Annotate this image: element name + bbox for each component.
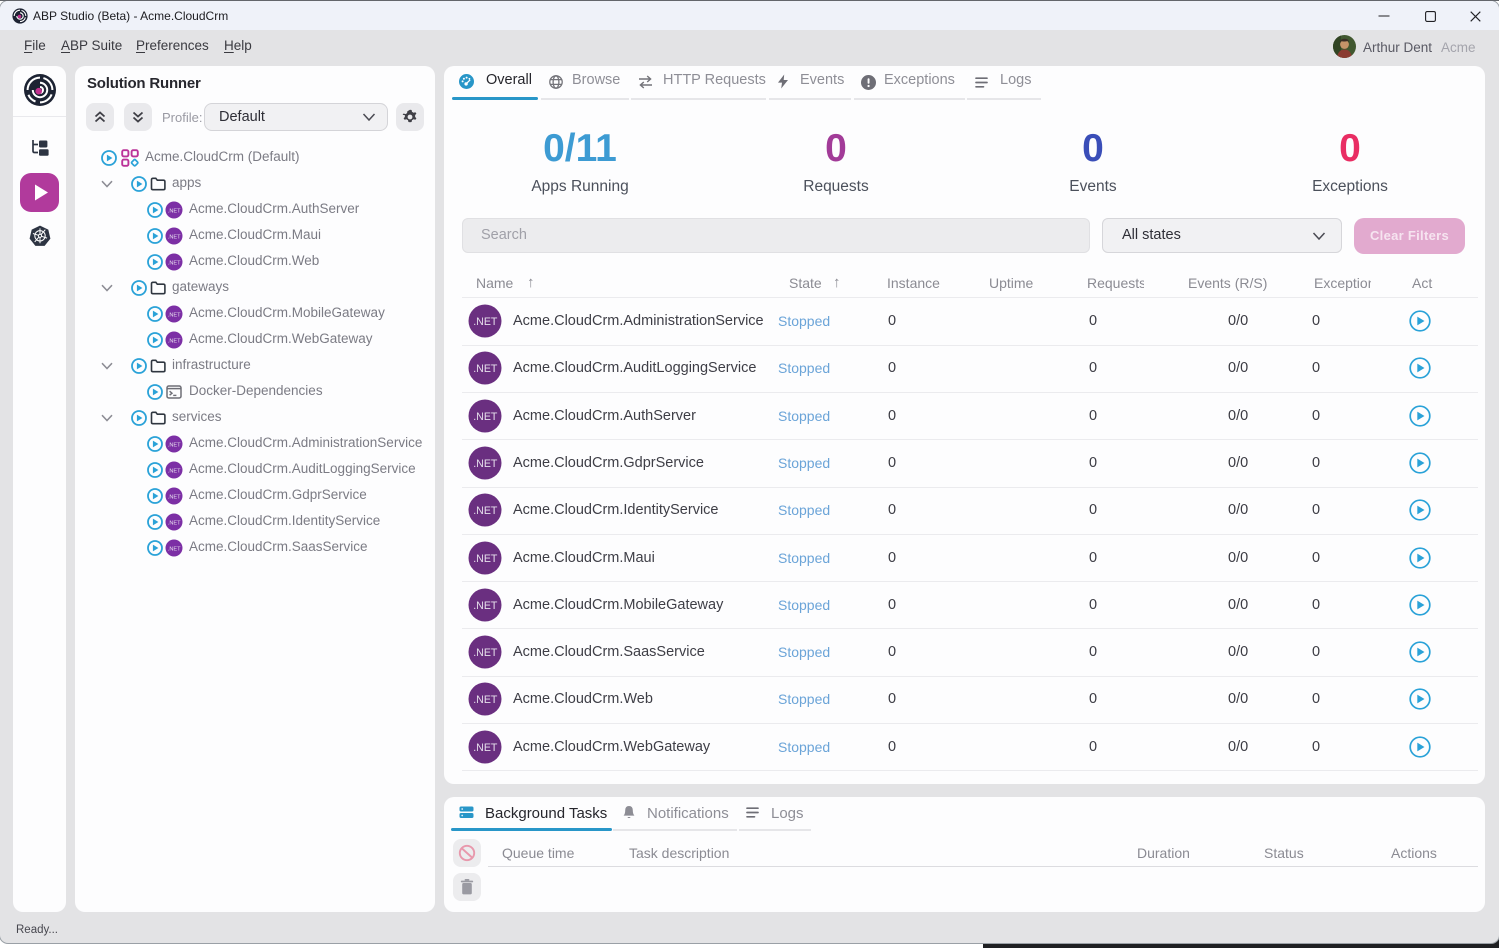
svg-text:.NET: .NET [167,260,180,266]
svg-text:.NET: .NET [167,442,180,448]
svg-text:.NET: .NET [167,546,180,552]
svg-text:.NET: .NET [167,312,180,318]
svg-text:.NET: .NET [473,316,498,328]
svg-text:.NET: .NET [167,494,180,500]
svg-text:.NET: .NET [473,647,498,659]
svg-text:.NET: .NET [167,234,180,240]
svg-text:.NET: .NET [167,338,180,344]
svg-text:.NET: .NET [473,742,498,754]
svg-text:.NET: .NET [473,505,498,517]
svg-text:.NET: .NET [473,600,498,612]
svg-text:.NET: .NET [473,553,498,565]
svg-text:.NET: .NET [473,363,498,375]
svg-text:.NET: .NET [167,520,180,526]
svg-text:.NET: .NET [167,208,180,214]
svg-text:.NET: .NET [473,458,498,470]
svg-text:.NET: .NET [167,468,180,474]
svg-text:.NET: .NET [473,411,498,423]
svg-text:.NET: .NET [473,695,498,707]
